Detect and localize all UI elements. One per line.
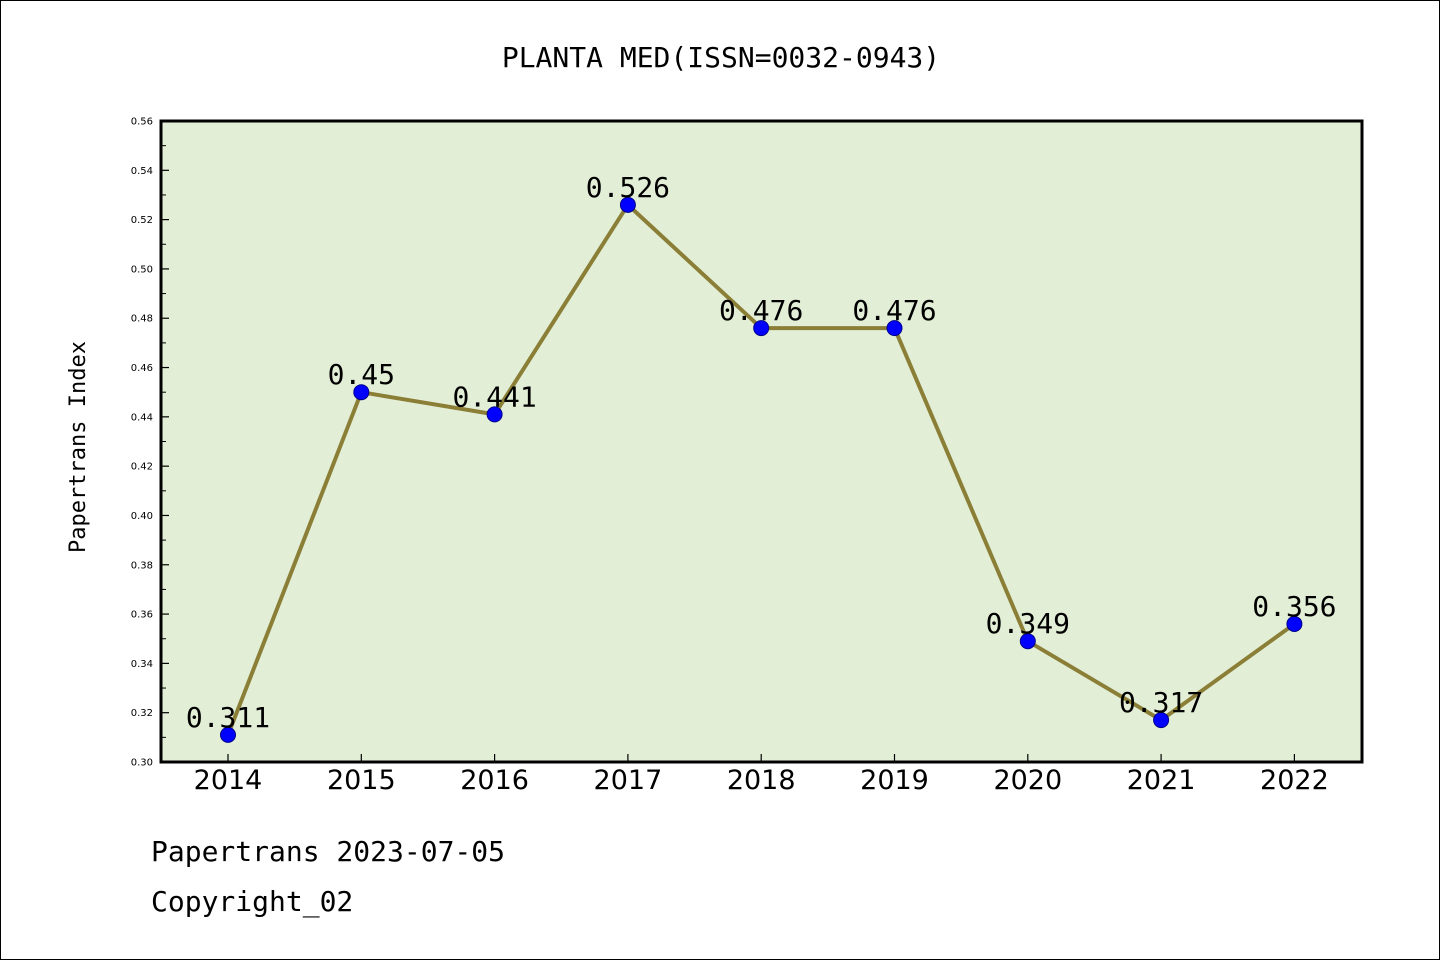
- data-label: 0.476: [852, 294, 936, 327]
- data-point: [753, 320, 770, 337]
- data-label: 0.311: [186, 701, 270, 734]
- x-tick-label: 2021: [1127, 765, 1196, 796]
- data-label: 0.441: [452, 380, 536, 413]
- y-tick-label: 0.36: [131, 610, 153, 621]
- x-tick-label: 2015: [327, 765, 396, 796]
- data-point: [486, 406, 503, 423]
- footer-copyright: Copyright_02: [151, 885, 354, 918]
- y-tick-label: 0.54: [131, 166, 153, 177]
- y-tick-label: 0.56: [131, 117, 153, 128]
- data-point: [1286, 615, 1303, 632]
- x-tick-label: 2022: [1260, 765, 1329, 796]
- data-point: [353, 384, 370, 401]
- y-tick-label: 0.44: [131, 412, 153, 423]
- y-axis-label: Papertrans Index: [66, 341, 91, 553]
- data-point: [886, 320, 903, 337]
- data-label: 0.317: [1119, 686, 1203, 719]
- y-tick-label: 0.52: [131, 215, 153, 226]
- y-tick-label: 0.42: [131, 462, 153, 473]
- data-point: [619, 196, 636, 213]
- data-labels: 0.311 0.45 0.441 0.526 0.476 0.476 0.349 0.317 0…: [186, 171, 1337, 734]
- x-tick-label: 2020: [993, 765, 1062, 796]
- data-point: [1153, 712, 1170, 729]
- x-tick-label: 2018: [727, 765, 796, 796]
- data-label: 0.45: [328, 358, 395, 391]
- data-points: [220, 196, 1303, 743]
- data-point: [1019, 633, 1036, 650]
- data-label: 0.476: [719, 294, 803, 327]
- x-axis: 2014 2015 2016 2017 2018 2019 2020 2021 2022: [194, 754, 1329, 796]
- y-tick-label: 0.48: [131, 314, 153, 325]
- y-axis: 0.30 0.32 0.34 0.36 0.38 0.40 0.42 0.44 0.46 0.48…: [131, 117, 169, 769]
- y-tick-label: 0.38: [131, 560, 153, 571]
- y-tick-label: 0.46: [131, 363, 153, 374]
- x-tick-label: 2016: [460, 765, 529, 796]
- footer-date: Papertrans 2023-07-05: [151, 835, 506, 868]
- y-tick-label: 0.50: [131, 264, 153, 275]
- y-tick-label: 0.30: [131, 758, 153, 769]
- chart-title: PLANTA MED(ISSN=0032-0943): [502, 41, 940, 74]
- y-tick-label: 0.40: [131, 511, 153, 522]
- plot-area: [159, 119, 1364, 764]
- y-tick-label: 0.34: [131, 659, 153, 670]
- x-tick-label: 2014: [194, 765, 263, 796]
- data-point: [220, 726, 236, 743]
- data-label: 0.349: [986, 607, 1070, 640]
- x-tick-label: 2017: [594, 765, 663, 796]
- y-tick-label: 0.32: [131, 708, 153, 719]
- data-label: 0.526: [586, 171, 670, 204]
- x-tick-label: 2019: [860, 765, 929, 796]
- data-label: 0.356: [1252, 590, 1336, 623]
